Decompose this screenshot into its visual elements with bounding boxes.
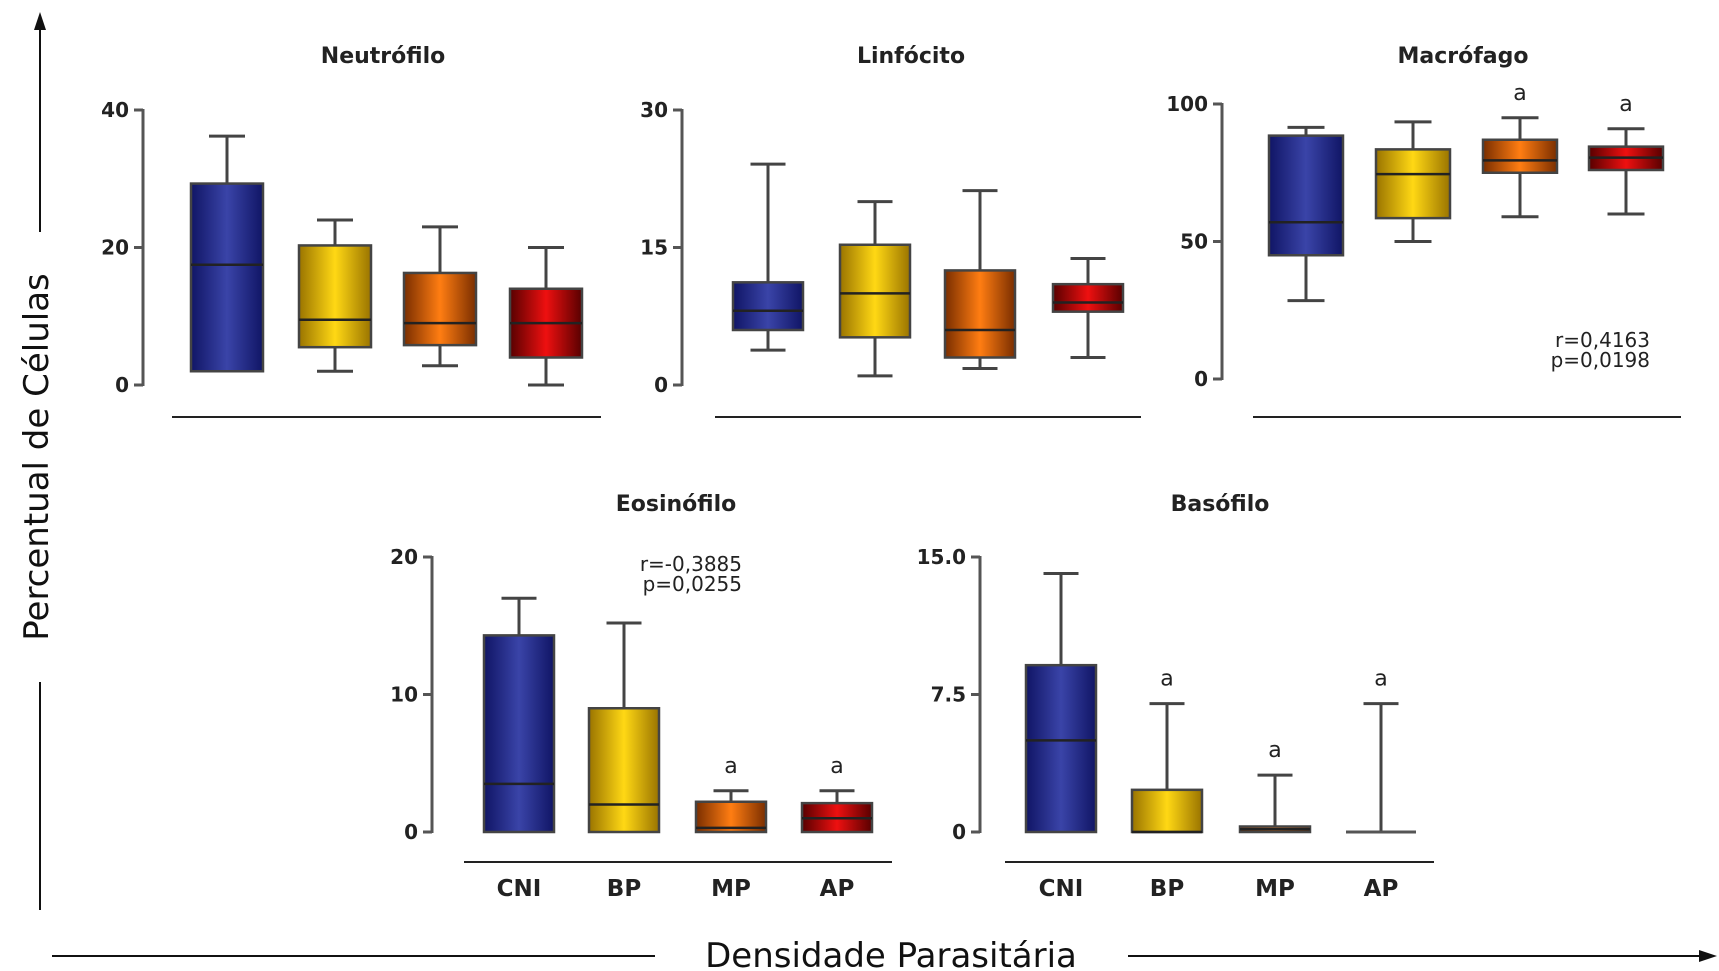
box-mp [402, 225, 478, 368]
panel-2: Linfócito 0 15 30 [640, 44, 1141, 418]
y-tick-label: 0 [1194, 367, 1208, 391]
box-ap: a AP [1346, 667, 1416, 902]
stat-annotation: r=-0,3885 [640, 552, 742, 576]
category-label: MP [711, 876, 751, 902]
box-mp: a [1481, 81, 1559, 219]
category-label: CNI [1039, 876, 1084, 902]
box-cni [189, 134, 265, 373]
panel-title: Basófilo [1171, 492, 1270, 517]
box-body [189, 182, 265, 373]
y-tick-label: 40 [101, 98, 129, 122]
panel-title: Macrófago [1397, 44, 1528, 69]
y-tick-label: 0 [952, 820, 966, 844]
y-tick-label: 20 [390, 545, 418, 569]
y-tick-label: 20 [101, 236, 129, 260]
y-axis-arrow [34, 12, 46, 910]
y-tick-label: 0 [404, 820, 418, 844]
x-axis-arrowhead [1699, 950, 1717, 962]
y-tick-label: 50 [1180, 230, 1208, 254]
box-mp: a MP [694, 754, 768, 902]
box-mp: a MP [1238, 738, 1312, 902]
y-tick-label: 30 [640, 98, 668, 122]
y-tick-label: 15.0 [917, 545, 966, 569]
box-ap: a [1587, 92, 1665, 216]
y-axis-title: Percentual de Células [17, 273, 57, 641]
significance-label: a [830, 754, 843, 779]
significance-label: a [1513, 81, 1526, 106]
panel-title: Linfócito [857, 44, 965, 69]
box-body [838, 243, 912, 339]
category-label: BP [1150, 876, 1184, 902]
category-label: AP [1364, 876, 1399, 902]
box-bp: BP [587, 621, 661, 902]
box-body [1481, 138, 1559, 174]
y-tick-label: 100 [1166, 92, 1208, 116]
stat-annotation: r=0,4163 [1555, 328, 1650, 352]
box-body [1024, 663, 1098, 834]
box-ap [508, 246, 584, 387]
y-axis-arrowhead [34, 12, 46, 30]
significance-label: a [724, 754, 737, 779]
x-axis-title: Densidade Parasitária [705, 936, 1077, 971]
box-body [943, 269, 1017, 359]
box-bp [297, 218, 373, 373]
significance-label: a [1268, 738, 1281, 763]
panel-title: Neutrófilo [321, 44, 445, 69]
box-body [1130, 788, 1204, 834]
box-bp [838, 200, 912, 378]
box-ap: a AP [800, 754, 874, 902]
box-body [1051, 282, 1125, 313]
panel-1: Neutrófilo 0 20 40 [101, 44, 601, 418]
y-tick-label: 0 [654, 373, 668, 397]
box-cni: CNI [1024, 572, 1098, 902]
box-cni [731, 162, 805, 352]
panel-4: Eosinófilo 0 10 20 CNI BP a MP a AP r=-0,3885p=0,0… [390, 492, 892, 902]
significance-label: a [1619, 92, 1632, 117]
box-mp [943, 189, 1017, 370]
box-body [587, 707, 661, 834]
box-body [297, 244, 373, 349]
stat-annotation: p=0,0255 [643, 572, 742, 596]
box-cni [1267, 125, 1345, 303]
panel-title: Eosinófilo [616, 492, 737, 517]
box-ap [1051, 257, 1125, 359]
significance-label: a [1374, 667, 1387, 692]
category-label: AP [820, 876, 855, 902]
x-axis-arrow [52, 950, 1717, 962]
box-body [731, 281, 805, 332]
y-tick-label: 15 [640, 236, 668, 260]
y-tick-label: 10 [390, 683, 418, 707]
panel-5: Basófilo 0 7.5 15.0 CNI a BP a MP a AP [917, 492, 1434, 902]
box-cni: CNI [482, 596, 556, 902]
panels: Neutrófilo 0 20 40 Linfócito 0 15 30 Macrófago 0 5… [101, 44, 1681, 902]
significance-label: a [1160, 667, 1173, 692]
stat-annotation: p=0,0198 [1551, 348, 1650, 372]
box-bp: a BP [1130, 667, 1204, 902]
y-tick-label: 0 [115, 373, 129, 397]
box-body [1267, 134, 1345, 257]
category-label: BP [607, 876, 641, 902]
box-body [482, 634, 556, 834]
box-body [402, 271, 478, 347]
box-body [1374, 148, 1452, 220]
box-bp [1374, 120, 1452, 243]
category-label: MP [1255, 876, 1295, 902]
y-tick-label: 7.5 [931, 683, 966, 707]
category-label: CNI [497, 876, 542, 902]
